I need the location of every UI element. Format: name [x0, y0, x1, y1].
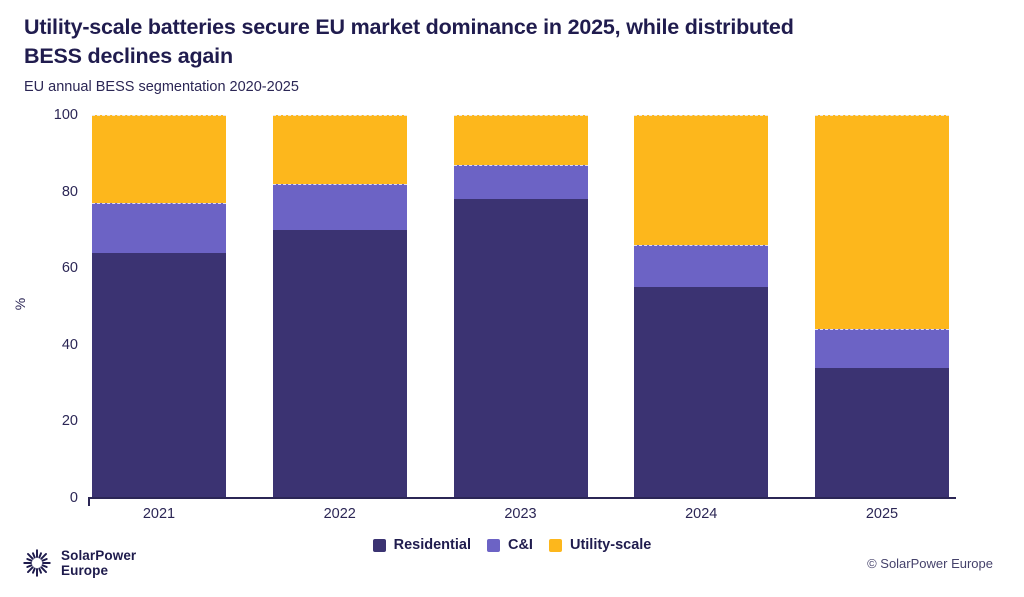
bar-segment-c-i-2023 [453, 164, 588, 200]
bar-segment-c-i-2021 [92, 203, 226, 253]
bar-segment-residential-2025 [815, 367, 949, 498]
x-axis-tick [88, 497, 90, 506]
footer-logo-line1: SolarPower [61, 548, 137, 563]
bar-segment-utility-scale-2024 [634, 115, 769, 246]
solarpower-sunburst-icon [23, 549, 51, 577]
legend-swatch-residential [372, 538, 386, 552]
x-axis-line [88, 497, 956, 499]
bar-segment-utility-scale-2022 [272, 115, 407, 184]
bar-segment-residential-2023 [453, 199, 588, 498]
bar-segment-c-i-2024 [634, 245, 769, 288]
bar-segment-utility-scale-2023 [453, 115, 588, 165]
chart-title-line2: BESS declines again [24, 44, 233, 68]
legend-swatch-c-i [486, 538, 500, 552]
legend: Residential C&I Utility-scale [0, 535, 1024, 555]
bar-2023 [453, 115, 588, 498]
bar-segment-c-i-2022 [272, 183, 407, 230]
y-tick-label-60: 60 [61, 260, 78, 277]
x-tick-label-2022: 2022 [323, 506, 356, 522]
footer-logo-line2: Europe [61, 563, 109, 578]
bar-segment-residential-2024 [634, 287, 769, 498]
y-tick-label-40: 40 [61, 336, 78, 353]
chart-title: Utility-scale batteries secure EU market… [24, 13, 880, 71]
chart-subtitle: EU annual BESS segmentation 2020-2025 [24, 79, 299, 95]
bar-segment-residential-2022 [272, 229, 407, 498]
bar-segment-utility-scale-2021 [92, 115, 226, 204]
x-tick-label-2024: 2024 [685, 506, 718, 522]
copyright-text: © SolarPower Europe [867, 556, 993, 571]
bar-segment-utility-scale-2025 [815, 115, 949, 330]
y-tick-label-20: 20 [61, 413, 78, 430]
legend-label-residential: Residential [393, 537, 471, 553]
y-tick-label-100: 100 [53, 107, 78, 123]
chart-title-line1: Utility-scale batteries secure EU market… [24, 15, 794, 39]
bar-2021 [92, 115, 226, 498]
legend-item-residential: Residential [372, 537, 471, 553]
bar-segment-residential-2021 [92, 252, 226, 498]
y-tick-label-80: 80 [61, 183, 78, 200]
y-axis-title: % [12, 297, 29, 311]
plot-area [88, 115, 954, 498]
legend-label-utility-scale: Utility-scale [569, 537, 652, 553]
footer-logo: SolarPower Europe [22, 548, 136, 578]
bar-2025 [815, 115, 949, 498]
bar-2024 [634, 115, 769, 498]
legend-swatch-utility-scale [548, 538, 562, 552]
y-tick-label-0: 0 [69, 490, 78, 506]
bar-segment-c-i-2025 [815, 329, 949, 368]
bar-2022 [272, 115, 407, 498]
legend-item-c-i: C&I [486, 537, 533, 553]
x-tick-label-2021: 2021 [142, 506, 176, 522]
x-tick-label-2025: 2025 [865, 506, 899, 522]
legend-item-utility-scale: Utility-scale [548, 537, 652, 553]
legend-label-c-i: C&I [507, 537, 533, 553]
footer-logo-text: SolarPower Europe [61, 548, 136, 578]
x-tick-label-2023: 2023 [504, 506, 537, 522]
